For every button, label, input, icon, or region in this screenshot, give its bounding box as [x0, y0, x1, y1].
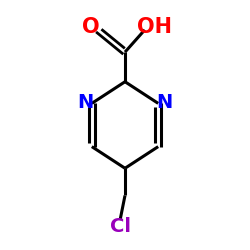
Text: N: N [78, 93, 94, 112]
Text: N: N [156, 93, 172, 112]
Text: O: O [82, 17, 100, 37]
Text: Cl: Cl [110, 217, 130, 236]
Text: OH: OH [137, 17, 172, 37]
